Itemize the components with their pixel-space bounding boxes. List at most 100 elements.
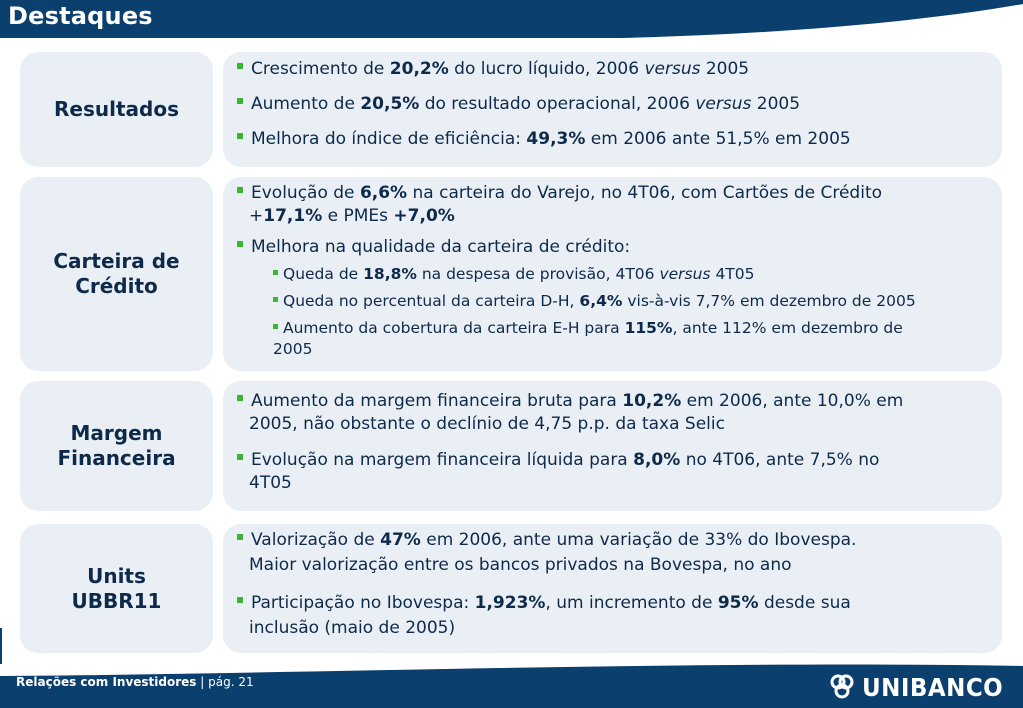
header-swoosh-decoration (620, 4, 1023, 38)
text: 2005, não obstante o declínio de 4,75 p.… (249, 414, 725, 434)
label-resultados-text: Resultados (54, 97, 179, 121)
label-margem-line2: Financeira (57, 446, 176, 470)
text: no 4T06, ante 7,5% no (680, 450, 880, 470)
label-carteira-line2: Crédito (75, 274, 158, 298)
bullet-units-participacao-cont: inclusão (maio de 2005) (249, 617, 455, 640)
text: vis-à-vis 7,7% em dezembro de 2005 (622, 292, 916, 310)
footer-swoosh-decoration (0, 664, 1023, 676)
content-margem: Aumento da margem financeira bruta para … (223, 381, 1002, 511)
bullet-resultados-operacional: Aumento de 20,5% do resultado operaciona… (237, 93, 800, 116)
bullet-square-icon (237, 241, 243, 247)
text: Melhora do índice de eficiência: (251, 129, 527, 149)
text: Aumento de (251, 94, 361, 114)
text: na despesa de provisão, 4T06 (416, 265, 660, 283)
bullet-square-icon (237, 395, 243, 401)
bullet-square-icon (273, 270, 278, 275)
bullet-resultados-lucro: Crescimento de 20,2% do lucro líquido, 2… (237, 58, 749, 81)
text: 2005 (700, 59, 750, 79)
bullet-square-icon (237, 597, 243, 603)
bullet-carteira-qualidade: Melhora na qualidade da carteira de créd… (237, 236, 630, 259)
bullet-square-icon (237, 98, 243, 104)
bullet-square-icon (237, 187, 243, 193)
bullet-resultados-eficiencia: Melhora do índice de eficiência: 49,3% e… (237, 128, 851, 151)
highlight: 8,0% (633, 450, 681, 470)
text: , um incremento de (545, 593, 718, 613)
bullet-carteira-evolucao: Evolução de 6,6% na carteira do Varejo, … (237, 182, 882, 205)
text: 4T05 (249, 473, 292, 493)
highlight: 6,4% (579, 292, 623, 310)
highlight: 1,923% (474, 593, 546, 613)
footer-section: Relações com Investidores (16, 675, 197, 689)
text: do lucro líquido, 2006 (448, 59, 645, 79)
header-bar: Destaques (0, 0, 1023, 38)
text: desde sua (758, 593, 851, 613)
label-units-line2: UBBR11 (71, 588, 162, 613)
footer-bar: Relações com Investidores | pág. 21 UNIB… (0, 664, 1023, 708)
label-resultados: Resultados (20, 52, 213, 167)
bullet-margem-bruta-cont: 2005, não obstante o declínio de 4,75 p.… (249, 413, 725, 436)
logo-text: UNIBANCO (861, 672, 1003, 702)
text: na carteira do Varejo, no 4T06, com Cart… (407, 183, 883, 203)
highlight: 10,2% (622, 391, 682, 411)
text: 2005 (751, 94, 801, 114)
highlight: 18,8% (363, 265, 417, 283)
content-carteira: Evolução de 6,6% na carteira do Varejo, … (223, 177, 1002, 371)
label-units: Units UBBR11 (20, 524, 213, 653)
bullet-margem-liquida: Evolução na margem financeira líquida pa… (237, 449, 879, 472)
highlight: 95% (717, 593, 759, 613)
label-margem: Margem Financeira (20, 381, 213, 511)
text: em 2006 ante 51,5% em 2005 (585, 129, 851, 149)
text: Evolução de (251, 183, 360, 203)
text: Participação no Ibovespa: (251, 593, 475, 613)
bullet-units-valorizacao: Valorização de 47% em 2006, ante uma var… (237, 529, 856, 552)
emphasis: versus (695, 94, 752, 114)
text: 2005 (273, 340, 313, 358)
text: em 2006, ante 10,0% em (681, 391, 904, 411)
bullet-square-icon (237, 63, 243, 69)
text: Evolução na margem financeira líquida pa… (251, 450, 634, 470)
highlight: 49,3% (526, 129, 586, 149)
bullet-margem-liquida-cont: 4T05 (249, 472, 292, 495)
bullet-units-participacao: Participação no Ibovespa: 1,923%, um inc… (237, 592, 851, 615)
highlight: 17,1% (263, 206, 323, 226)
content-resultados: Crescimento de 20,2% do lucro líquido, 2… (223, 52, 1002, 167)
text: Aumento da margem financeira bruta para (251, 391, 623, 411)
text: Maior valorização entre os bancos privad… (249, 555, 792, 575)
text: Queda no percentual da carteira D-H, (283, 292, 580, 310)
bullet-margem-bruta: Aumento da margem financeira bruta para … (237, 390, 903, 413)
text: + (249, 206, 264, 226)
highlight: +7,0% (393, 206, 455, 226)
footer-text: Relações com Investidores | pág. 21 (16, 675, 254, 689)
page-title: Destaques (8, 2, 153, 30)
highlight: 115% (624, 319, 673, 337)
sub-carteira-dh: Queda no percentual da carteira D-H, 6,4… (273, 291, 916, 312)
emphasis: versus (659, 265, 711, 283)
highlight: 47% (380, 530, 421, 550)
text: em 2006, ante uma variação de 33% do Ibo… (420, 530, 857, 550)
text: inclusão (maio de 2005) (249, 618, 456, 638)
unibanco-symbol-icon (830, 674, 854, 699)
highlight: 20,5% (360, 94, 420, 114)
bullet-square-icon (237, 454, 243, 460)
text: 4T05 (710, 265, 755, 283)
left-edge-accent (0, 628, 2, 664)
highlight: 6,6% (359, 183, 408, 203)
sub-carteira-eh-cont: 2005 (273, 339, 312, 360)
text: Melhora na qualidade da carteira de créd… (251, 237, 631, 257)
label-carteira: Carteira de Crédito (20, 177, 213, 371)
text: Queda de (283, 265, 364, 283)
bullet-square-icon (273, 324, 278, 329)
bullet-units-valorizacao-cont: Maior valorização entre os bancos privad… (249, 554, 792, 577)
unibanco-logo: UNIBANCO (828, 672, 1015, 702)
sub-carteira-eh: Aumento da cobertura da carteira E-H par… (273, 318, 903, 339)
text: , ante 112% em dezembro de (672, 319, 903, 337)
content-units: Valorização de 47% em 2006, ante uma var… (223, 524, 1002, 653)
text: Crescimento de (251, 59, 390, 79)
label-margem-line1: Margem (70, 421, 163, 445)
emphasis: versus (644, 59, 701, 79)
text: Aumento da cobertura da carteira E-H par… (283, 319, 625, 337)
text: e PMEs (322, 206, 394, 226)
bullet-square-icon (237, 133, 243, 139)
text: do resultado operacional, 2006 (419, 94, 696, 114)
footer-page-number: pág. 21 (208, 675, 254, 689)
